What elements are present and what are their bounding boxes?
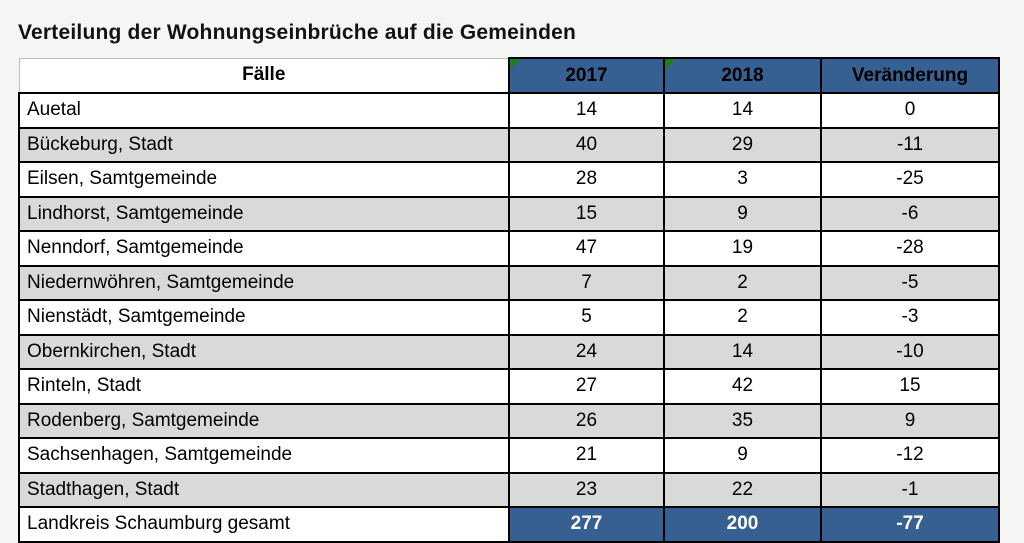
value-2017-cell: 24 — [508, 333, 665, 370]
value-2018-cell: 22 — [663, 471, 822, 508]
column-header-change: Veränderung — [820, 57, 1000, 94]
page-title: Verteilung der Wohnungseinbrüche auf die… — [18, 21, 577, 44]
total-row: Landkreis Schaumburg gesamt 277 200 -77 — [18, 506, 1000, 543]
municipality-name-cell: Obernkirchen, Stadt — [18, 333, 510, 370]
table-row: Eilsen, Samtgemeinde 28 3 -25 — [18, 161, 1000, 198]
value-2017-cell: 5 — [508, 299, 665, 336]
municipality-name-cell: Stadthagen, Stadt — [18, 471, 510, 508]
total-change-cell: -77 — [820, 506, 1000, 543]
table-row: Obernkirchen, Stadt 24 14 -10 — [18, 333, 1000, 370]
municipality-name-cell: Bückeburg, Stadt — [18, 126, 510, 163]
value-2017-cell: 15 — [508, 195, 665, 232]
table-row: Nienstädt, Samtgemeinde 5 2 -3 — [18, 299, 1000, 336]
value-2018-cell: 42 — [663, 368, 822, 405]
table-row: Stadthagen, Stadt 23 22 -1 — [18, 471, 1000, 508]
total-2018-cell: 200 — [663, 506, 822, 543]
change-value-cell: 15 — [820, 368, 1000, 405]
change-value-cell: 9 — [820, 402, 1000, 439]
table-body: Auetal 14 14 0 Bückeburg, Stadt 40 29 -1… — [18, 92, 1000, 543]
green-corner-triangle-icon — [511, 60, 521, 70]
column-header-2017-label: 2017 — [565, 64, 608, 86]
change-value-cell: -6 — [820, 195, 1000, 232]
value-2018-cell: 14 — [663, 92, 822, 129]
change-value-cell: -5 — [820, 264, 1000, 301]
municipality-name-cell: Eilsen, Samtgemeinde — [18, 161, 510, 198]
burglary-statistics-table: Fälle 2017 2018 Veränderung Auetal 14 14… — [18, 57, 1000, 543]
value-2017-cell: 28 — [508, 161, 665, 198]
value-2017-cell: 47 — [508, 230, 665, 267]
total-label-cell: Landkreis Schaumburg gesamt — [18, 506, 510, 543]
value-2018-cell: 2 — [663, 299, 822, 336]
column-header-2018: 2018 — [663, 57, 822, 94]
table-row: Niedernwöhren, Samtgemeinde 7 2 -5 — [18, 264, 1000, 301]
table-row: Bückeburg, Stadt 40 29 -11 — [18, 126, 1000, 163]
change-value-cell: -10 — [820, 333, 1000, 370]
value-2018-cell: 3 — [663, 161, 822, 198]
value-2018-cell: 29 — [663, 126, 822, 163]
municipality-name-cell: Nenndorf, Samtgemeinde — [18, 230, 510, 267]
table-row: Rodenberg, Samtgemeinde 26 35 9 — [18, 402, 1000, 439]
value-2017-cell: 40 — [508, 126, 665, 163]
value-2018-cell: 9 — [663, 437, 822, 474]
value-2018-cell: 35 — [663, 402, 822, 439]
municipality-name-cell: Rinteln, Stadt — [18, 368, 510, 405]
change-value-cell: 0 — [820, 92, 1000, 129]
value-2017-cell: 7 — [508, 264, 665, 301]
value-2018-cell: 19 — [663, 230, 822, 267]
column-header-cases: Fälle — [18, 57, 510, 94]
value-2018-cell: 14 — [663, 333, 822, 370]
value-2018-cell: 9 — [663, 195, 822, 232]
change-value-cell: -1 — [820, 471, 1000, 508]
table-row: Lindhorst, Samtgemeinde 15 9 -6 — [18, 195, 1000, 232]
change-value-cell: -12 — [820, 437, 1000, 474]
change-value-cell: -28 — [820, 230, 1000, 267]
value-2018-cell: 2 — [663, 264, 822, 301]
municipality-name-cell: Sachsenhagen, Samtgemeinde — [18, 437, 510, 474]
value-2017-cell: 27 — [508, 368, 665, 405]
change-value-cell: -25 — [820, 161, 1000, 198]
municipality-name-cell: Auetal — [18, 92, 510, 129]
municipality-name-cell: Rodenberg, Samtgemeinde — [18, 402, 510, 439]
change-value-cell: -11 — [820, 126, 1000, 163]
value-2017-cell: 23 — [508, 471, 665, 508]
municipality-name-cell: Nienstädt, Samtgemeinde — [18, 299, 510, 336]
green-corner-triangle-icon — [666, 60, 676, 70]
municipality-name-cell: Niedernwöhren, Samtgemeinde — [18, 264, 510, 301]
table-row: Sachsenhagen, Samtgemeinde 21 9 -12 — [18, 437, 1000, 474]
change-value-cell: -3 — [820, 299, 1000, 336]
header-row: Fälle 2017 2018 Veränderung — [18, 57, 1000, 94]
total-2017-cell: 277 — [508, 506, 665, 543]
column-header-2018-label: 2018 — [721, 64, 764, 86]
value-2017-cell: 21 — [508, 437, 665, 474]
municipality-name-cell: Lindhorst, Samtgemeinde — [18, 195, 510, 232]
column-header-2017: 2017 — [508, 57, 665, 94]
table-row: Rinteln, Stadt 27 42 15 — [18, 368, 1000, 405]
table-row: Nenndorf, Samtgemeinde 47 19 -28 — [18, 230, 1000, 267]
table-header: Fälle 2017 2018 Veränderung — [18, 57, 1000, 94]
table-row: Auetal 14 14 0 — [18, 92, 1000, 129]
value-2017-cell: 14 — [508, 92, 665, 129]
value-2017-cell: 26 — [508, 402, 665, 439]
